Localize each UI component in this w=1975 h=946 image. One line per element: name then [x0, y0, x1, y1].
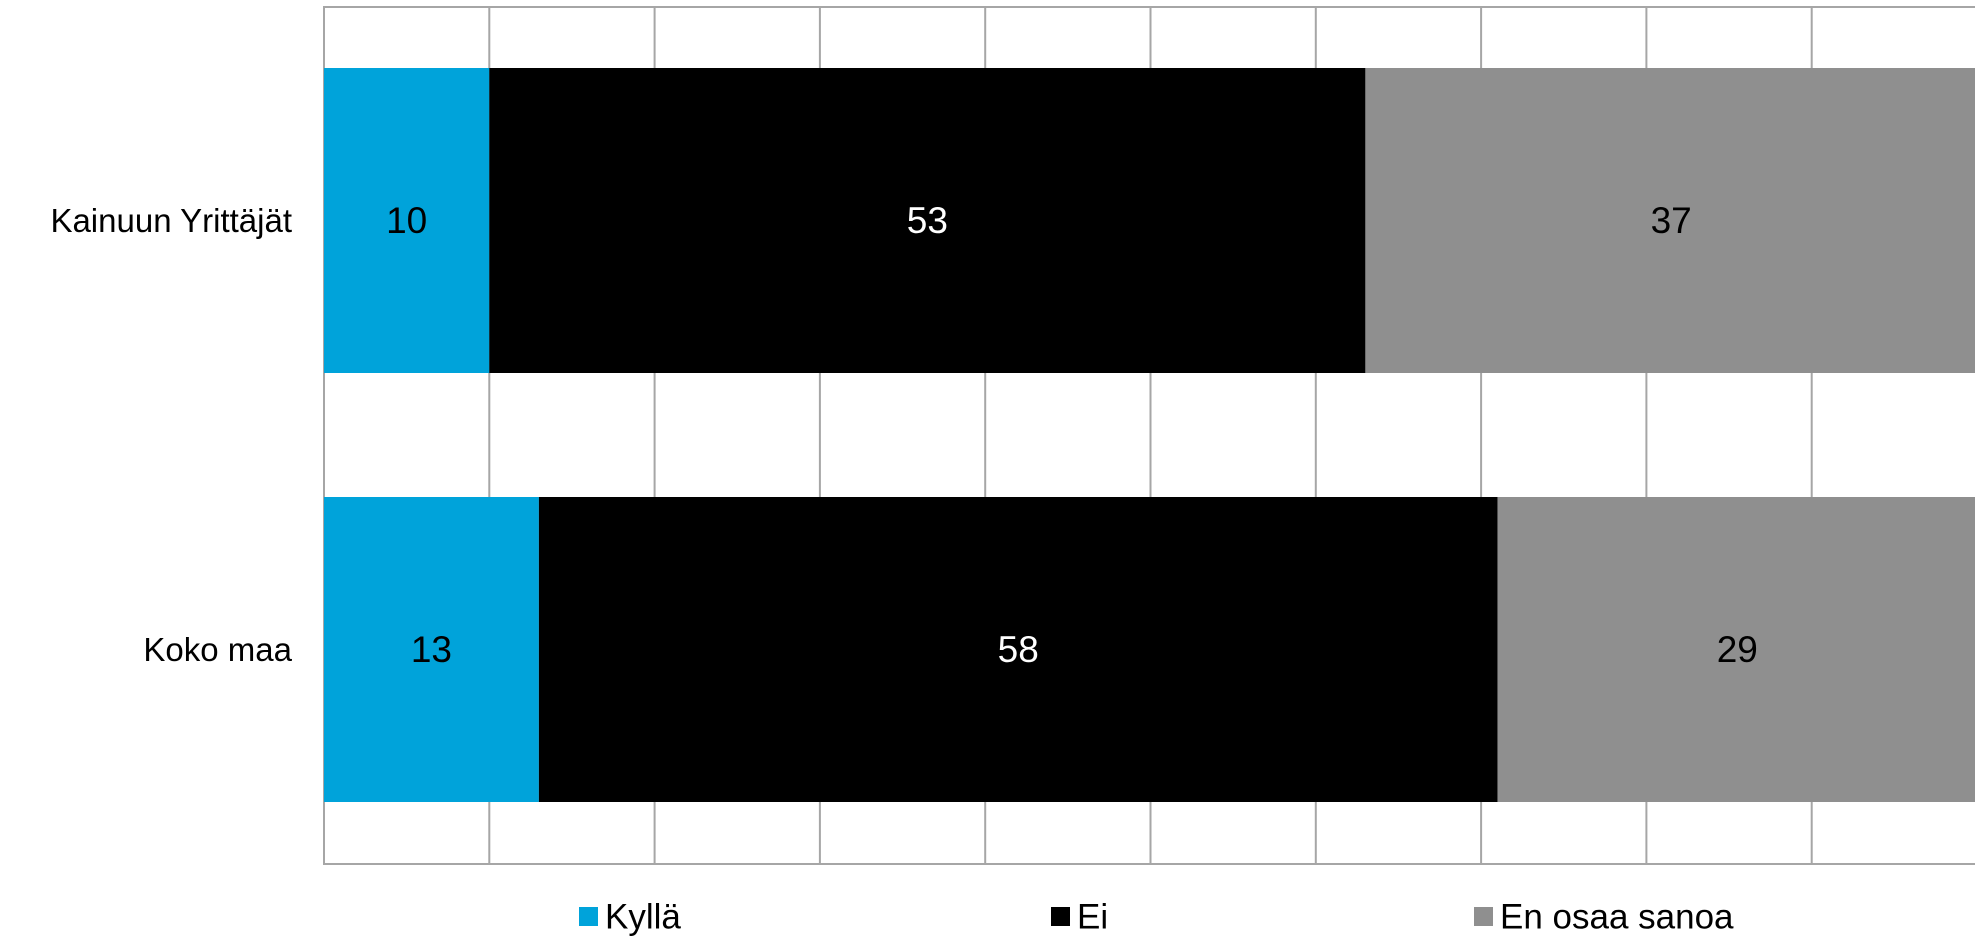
- bars: [324, 68, 1975, 802]
- bar-2-series-2: [538, 497, 1498, 802]
- legend-swatch: [1051, 907, 1070, 926]
- legend-label: Ei: [1077, 898, 1108, 937]
- bar-1-series-3: [1365, 68, 1975, 373]
- bar-1-series-1: [324, 68, 490, 373]
- legend-label: Kyllä: [605, 898, 681, 937]
- legend: Kyllä Ei En osaa sanoa: [579, 898, 1734, 937]
- legend-item: Kyllä: [579, 898, 681, 937]
- value-label: 13: [411, 629, 452, 670]
- value-label: 29: [1717, 629, 1758, 670]
- value-label: 10: [386, 200, 427, 241]
- value-label: 37: [1651, 200, 1692, 241]
- legend-swatch: [579, 907, 598, 926]
- value-label: 53: [907, 200, 948, 241]
- value-labels: 10 53 37 13 58 29: [386, 200, 1758, 670]
- value-label: 58: [998, 629, 1039, 670]
- legend-item: Ei: [1051, 898, 1108, 937]
- bar-2-series-3: [1497, 497, 1975, 802]
- legend-item: En osaa sanoa: [1474, 898, 1734, 937]
- category-label: Kainuun Yrittäjät: [50, 202, 292, 239]
- category-labels: Kainuun Yrittäjät Koko maa: [50, 202, 292, 668]
- legend-swatch: [1474, 907, 1493, 926]
- bar-2-series-1: [324, 497, 539, 802]
- bar-1-series-2: [489, 68, 1366, 373]
- legend-label: En osaa sanoa: [1500, 898, 1734, 937]
- category-label: Koko maa: [143, 631, 292, 668]
